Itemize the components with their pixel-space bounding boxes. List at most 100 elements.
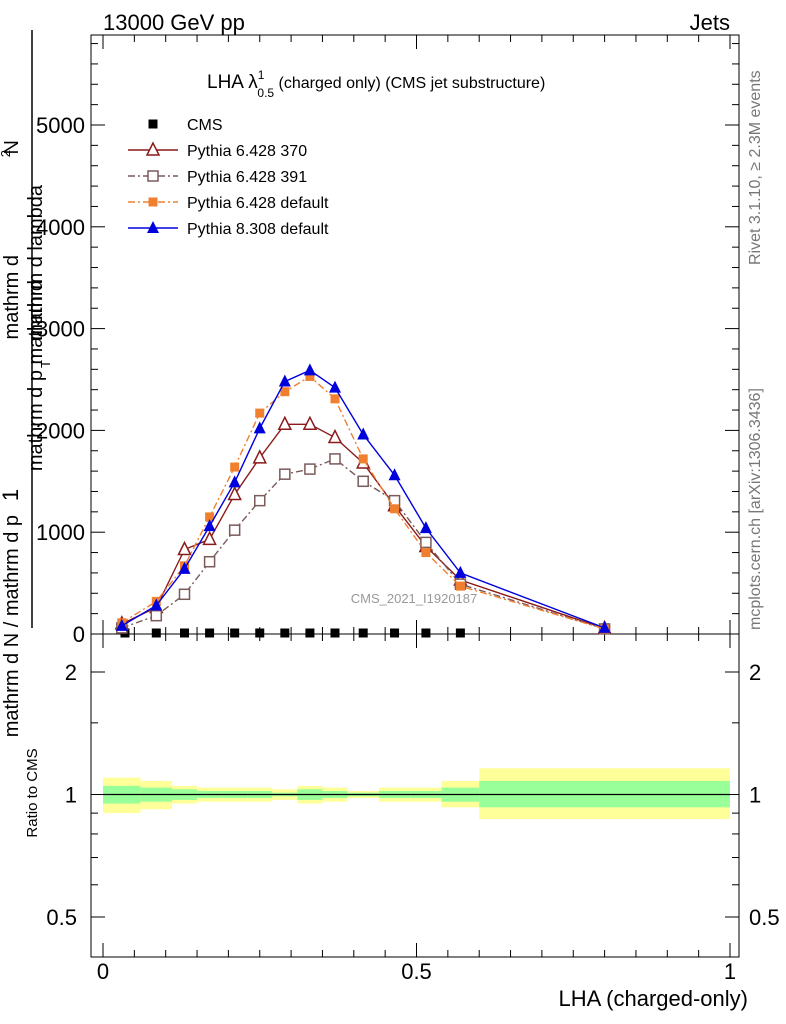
- series-point: [390, 628, 400, 638]
- series-point: [420, 536, 432, 549]
- series-point: [203, 555, 216, 568]
- series-point: [227, 485, 242, 501]
- series-point: [421, 628, 431, 638]
- series-line: [121, 369, 605, 629]
- ratio-ytick-label: 1: [65, 783, 77, 808]
- watermark: CMS_2021_I1920187: [351, 591, 478, 606]
- legend-marker: [148, 119, 158, 129]
- series-point: [205, 628, 215, 638]
- ylabel-top-numerator: mathrm d: [25, 280, 47, 364]
- series-point: [305, 628, 315, 638]
- main-axis-ticks: 0 1000 2000 3000 4000 5000: [36, 35, 739, 957]
- series-point: [327, 428, 343, 444]
- ratio-axis-ticks: 0.5 0.5 1 1 2 2 0 0.5 1: [46, 660, 779, 984]
- legend-marker: [147, 170, 159, 182]
- legend-label: Pythia 6.428 370: [187, 143, 307, 160]
- series-point: [150, 609, 163, 622]
- header-right: Jets: [690, 10, 730, 35]
- main-ytick-label: 1000: [36, 520, 85, 545]
- ratio-ytick-label: 0.5: [46, 905, 77, 930]
- series-point: [303, 363, 316, 376]
- series-point: [455, 581, 465, 591]
- series-point: [252, 449, 267, 464]
- series-point: [357, 427, 370, 440]
- series-point: [302, 415, 318, 431]
- ylabel-lead: 1: [0, 489, 23, 501]
- series-point: [253, 421, 266, 434]
- mcplots-label: mcplots.cern.ch [arXiv:1306.3436]: [747, 388, 764, 630]
- series-point: [358, 628, 368, 638]
- ylabel-bottom: mathrm d N / mathrm d p: [1, 515, 23, 737]
- series-point: [280, 387, 290, 397]
- main-title: LHA λ1 0.5 (charged only) (CMS jet substr…: [207, 68, 545, 100]
- series-point: [421, 548, 431, 558]
- series-layer: [114, 363, 612, 638]
- series-point: [150, 598, 163, 611]
- series-point: [357, 475, 369, 488]
- series-point: [279, 468, 291, 480]
- series-point: [455, 628, 465, 638]
- legend-marker: [145, 141, 161, 156]
- series-point: [419, 521, 432, 534]
- main-ytick-label: 4000: [36, 215, 85, 240]
- series-point: [151, 628, 161, 638]
- ratio-ytick-label: 2: [65, 660, 77, 685]
- series-point: [255, 628, 265, 638]
- legend: CMS Pythia 6.428 370 Pythia 6.428 391 Pythi…: [128, 117, 329, 238]
- series-point: [178, 588, 191, 601]
- ylabel-top-sup: 2: [0, 150, 13, 157]
- series-point: [203, 519, 216, 532]
- legend-label: CMS: [187, 117, 223, 134]
- series-point: [205, 512, 215, 522]
- main-ytick-label: 5000: [36, 113, 85, 138]
- series-point: [115, 618, 128, 631]
- series-point: [230, 462, 240, 472]
- ylabel-top-denominator: mathrm d lambda: [25, 184, 47, 340]
- ratio-panel-frame: [90, 633, 740, 958]
- series-point: [230, 628, 240, 638]
- ylabel-t-sub: T: [38, 360, 53, 368]
- main-ytick-label: 3000: [36, 317, 85, 342]
- series-point: [454, 565, 467, 578]
- series-point: [228, 475, 241, 488]
- series-point: [598, 620, 611, 633]
- ratio-ytick-label-right: 2: [749, 660, 761, 685]
- series-point: [177, 540, 192, 556]
- series-point: [330, 628, 340, 638]
- ratio-ytick-label-right: 1: [749, 783, 761, 808]
- ylabel-top-head: mathrm d: [1, 255, 23, 339]
- series-line: [121, 375, 605, 630]
- series-point: [180, 628, 190, 638]
- ratio-ylabel: Ratio to CMS: [24, 748, 41, 837]
- series-point: [390, 504, 400, 514]
- series-point: [278, 374, 291, 387]
- legend-marker: [148, 197, 158, 207]
- main-ylabel: 1 mathrm d N / mathrm d p mathrm d p T m…: [0, 30, 53, 737]
- series-point: [202, 530, 217, 546]
- series-point: [255, 408, 265, 418]
- series-2: [116, 453, 611, 635]
- rivet-label: Rivet 3.1.10, ≥ 2.3M events: [747, 70, 764, 265]
- series-point: [330, 394, 340, 404]
- series-point: [254, 494, 266, 507]
- x-axis-label: LHA (charged-only): [558, 986, 748, 1011]
- series-point: [388, 468, 401, 481]
- ratio-ytick-label-right: 0.5: [749, 905, 780, 930]
- series-point: [280, 628, 290, 638]
- series-point: [329, 453, 341, 465]
- legend-label: Pythia 6.428 391: [187, 169, 307, 186]
- ratio-xtick-label: 1: [724, 959, 736, 984]
- main-ytick-label: 2000: [36, 418, 85, 443]
- legend-marker: [147, 221, 159, 233]
- series-point: [358, 454, 368, 464]
- series-point: [277, 415, 293, 431]
- series-point: [328, 380, 341, 393]
- series-4: [115, 363, 611, 633]
- ratio-bands: [103, 768, 730, 820]
- legend-label: Pythia 6.428 default: [187, 195, 329, 212]
- series-point: [305, 371, 315, 381]
- ylabel-top-N: N: [1, 140, 23, 154]
- series-point: [228, 524, 241, 536]
- series-point: [304, 463, 316, 475]
